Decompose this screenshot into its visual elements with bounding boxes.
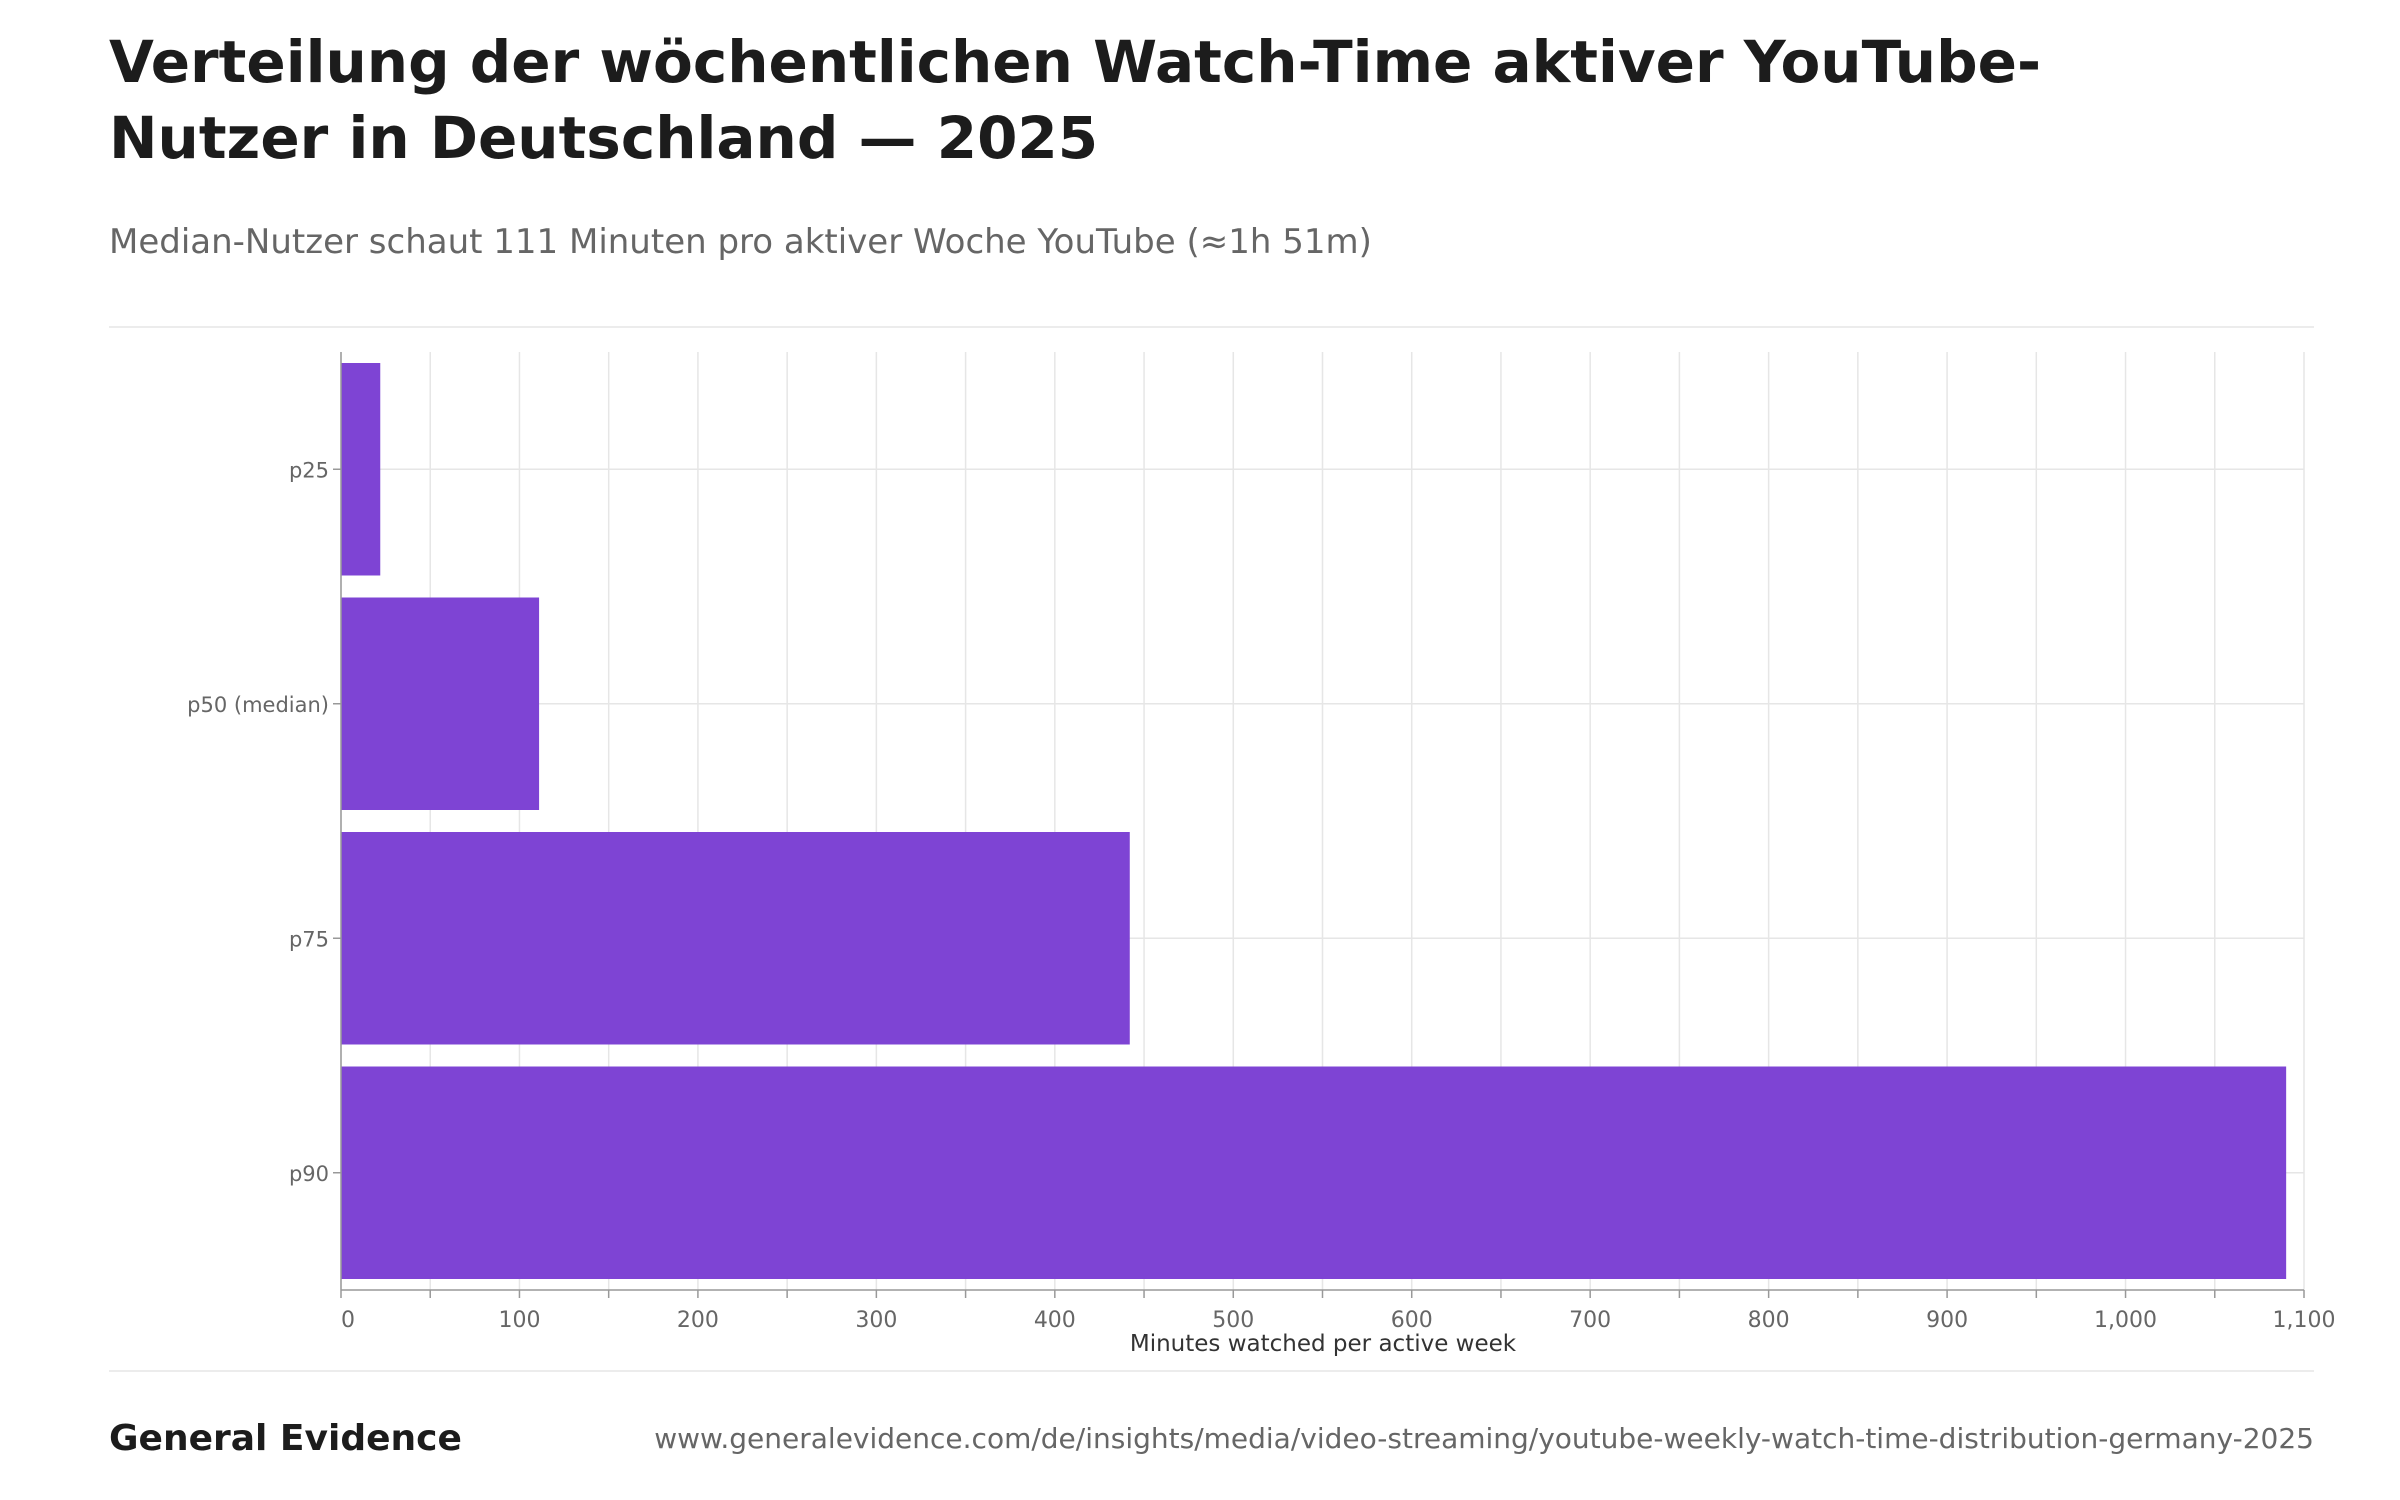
x-tick-label: 700 <box>1569 1308 1611 1333</box>
x-tick-label: 1,000 <box>2094 1308 2157 1333</box>
bar-p75 <box>341 832 1130 1045</box>
x-tick-label: 500 <box>1212 1308 1254 1333</box>
bar-p25 <box>341 363 381 576</box>
x-tick-label: 800 <box>1748 1308 1790 1333</box>
x-tick-label: 600 <box>1391 1308 1433 1333</box>
x-tick-label: 1,100 <box>2273 1308 2336 1333</box>
x-tick-label: 0 <box>341 1308 355 1333</box>
y-tick-label: p90 <box>289 1162 329 1186</box>
y-tick-label: p50 (median) <box>187 693 329 717</box>
bar-p50-median <box>341 597 540 810</box>
x-tick-label: 200 <box>677 1308 719 1333</box>
x-axis-label: Minutes watched per active week <box>1130 1331 1517 1357</box>
x-tick-label: 100 <box>498 1308 540 1333</box>
chart-subtitle: Median-Nutzer schaut 111 Minuten pro akt… <box>109 222 1372 262</box>
brand-name: General Evidence <box>109 1418 462 1459</box>
x-tick-label: 300 <box>855 1308 897 1333</box>
top-divider <box>109 326 2314 328</box>
x-tick-label: 900 <box>1926 1308 1968 1333</box>
bar-chart: p25 p50 (median) p75 p90 0 100 200 300 400 500 600… <box>187 352 2335 1357</box>
bars <box>341 363 2287 1279</box>
bar-p90 <box>341 1066 2287 1279</box>
chart-title: Verteilung der wöchentlichen Watch-Time … <box>109 28 2042 172</box>
axes: p25 p50 (median) p75 p90 0 100 200 300 400 500 600… <box>187 352 2335 1333</box>
x-tick-label: 400 <box>1034 1308 1076 1333</box>
y-tick-label: p75 <box>289 927 329 951</box>
y-tick-label: p25 <box>289 458 329 482</box>
bottom-divider <box>109 1370 2314 1372</box>
source-url: www.generalevidence.com/de/insights/medi… <box>654 1422 2314 1455</box>
